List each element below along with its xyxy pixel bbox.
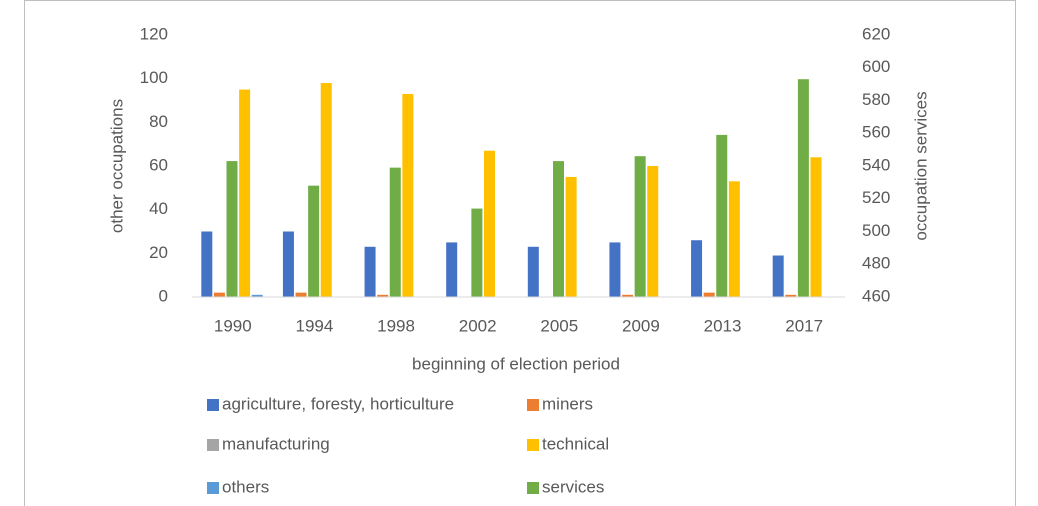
bar bbox=[251, 294, 263, 297]
legend-swatch bbox=[527, 439, 539, 451]
bar bbox=[402, 93, 414, 297]
y-tick-label: 20 bbox=[149, 243, 168, 262]
y2-tick-label: 480 bbox=[862, 254, 890, 273]
bar bbox=[647, 166, 659, 297]
x-tick-label: 2013 bbox=[704, 316, 742, 335]
bar bbox=[483, 150, 495, 297]
y-tick-label: 120 bbox=[140, 24, 168, 43]
bar bbox=[810, 157, 822, 297]
bar bbox=[772, 255, 784, 297]
x-tick-label: 1994 bbox=[296, 316, 334, 335]
bar bbox=[785, 294, 797, 297]
legend-swatch bbox=[207, 482, 219, 494]
y-tick-label: 0 bbox=[159, 286, 168, 305]
y2-tick-label: 500 bbox=[862, 221, 890, 240]
legend-label: manufacturing bbox=[222, 434, 330, 453]
bar bbox=[565, 176, 577, 297]
bar bbox=[691, 240, 703, 297]
x-tick-label: 1990 bbox=[214, 316, 252, 335]
chart-frame bbox=[24, 0, 1016, 506]
y-tick-label: 100 bbox=[140, 68, 168, 87]
y2-axis-title: occupation services bbox=[911, 91, 930, 240]
y-tick-label: 80 bbox=[149, 112, 168, 131]
bar bbox=[716, 134, 728, 297]
legend-swatch bbox=[527, 482, 539, 494]
bar bbox=[446, 242, 458, 297]
y-tick-label: 60 bbox=[149, 155, 168, 174]
x-tick-label: 2002 bbox=[459, 316, 497, 335]
legend-swatch bbox=[527, 399, 539, 411]
bar bbox=[797, 79, 809, 298]
bar bbox=[364, 246, 376, 297]
bar bbox=[295, 292, 307, 297]
legend-label: agriculture, foresty, horticulture bbox=[222, 394, 454, 413]
bar bbox=[389, 167, 401, 297]
bar bbox=[527, 246, 539, 297]
legend-label: services bbox=[542, 477, 604, 496]
bar bbox=[320, 83, 332, 298]
x-axis-title: beginning of election period bbox=[412, 354, 620, 373]
legend-label: others bbox=[222, 477, 269, 496]
legend-label: miners bbox=[542, 394, 593, 413]
y2-tick-label: 460 bbox=[862, 286, 890, 305]
y-tick-label: 40 bbox=[149, 199, 168, 218]
x-tick-label: 2009 bbox=[622, 316, 660, 335]
y2-tick-label: 540 bbox=[862, 155, 890, 174]
y2-tick-label: 520 bbox=[862, 188, 890, 207]
bar bbox=[201, 231, 213, 297]
x-tick-label: 2005 bbox=[540, 316, 578, 335]
x-tick-label: 2017 bbox=[785, 316, 823, 335]
bar bbox=[213, 292, 225, 297]
y2-tick-label: 580 bbox=[862, 90, 890, 109]
y-axis-title: other occupations bbox=[107, 99, 126, 233]
bar bbox=[308, 185, 320, 297]
bar bbox=[622, 294, 634, 297]
bar bbox=[226, 161, 238, 297]
bar bbox=[471, 208, 483, 297]
bar bbox=[703, 292, 715, 297]
y2-tick-label: 620 bbox=[862, 24, 890, 43]
bar bbox=[728, 181, 740, 297]
bar bbox=[282, 231, 294, 297]
bar bbox=[609, 242, 621, 297]
y2-tick-label: 600 bbox=[862, 57, 890, 76]
bar bbox=[634, 156, 646, 297]
legend-swatch bbox=[207, 399, 219, 411]
bar bbox=[553, 161, 565, 297]
x-tick-label: 1998 bbox=[377, 316, 415, 335]
legend-swatch bbox=[207, 439, 219, 451]
legend-label: technical bbox=[542, 434, 609, 453]
bar bbox=[239, 89, 251, 297]
bar bbox=[377, 294, 389, 297]
y2-tick-label: 560 bbox=[862, 123, 890, 142]
